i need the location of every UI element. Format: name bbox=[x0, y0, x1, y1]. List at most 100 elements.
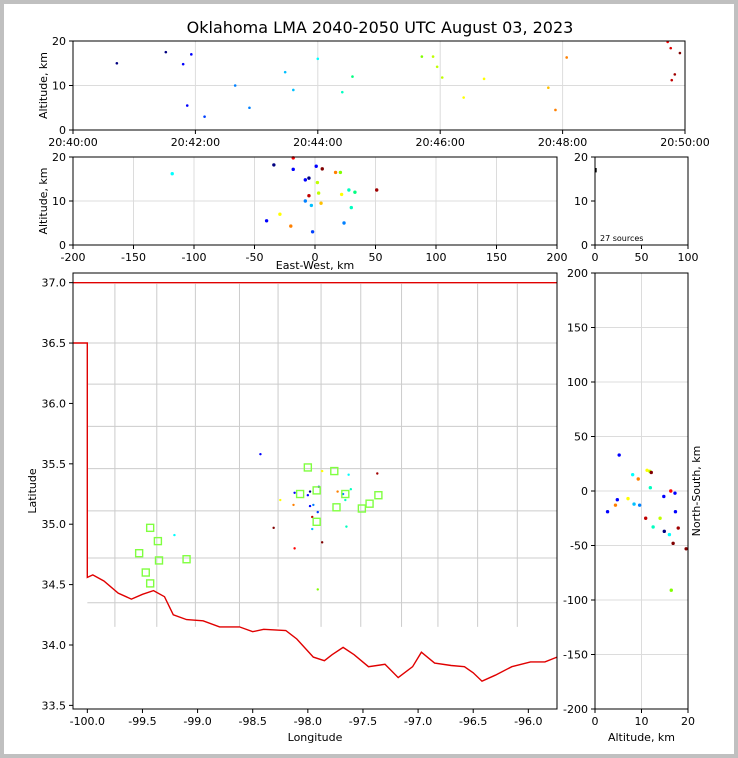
axes-frames bbox=[72, 40, 689, 710]
time-tick-label: 20:42:00 bbox=[171, 136, 220, 149]
histogram-y-tick-label: 10 bbox=[574, 195, 588, 208]
latitude-tick-label: 37.0 bbox=[42, 277, 67, 290]
lightning-source-point bbox=[314, 164, 318, 168]
north-south-ylabel: North-South, km bbox=[690, 446, 703, 537]
time-tick-label: 20:44:00 bbox=[293, 136, 342, 149]
latitude-tick-label: 33.5 bbox=[42, 699, 67, 712]
east-west-tick-label: -150 bbox=[121, 251, 146, 264]
lightning-source-point bbox=[347, 188, 351, 192]
lightning-source-point bbox=[462, 96, 465, 99]
lightning-source-point bbox=[307, 194, 311, 198]
lma-station-marker bbox=[295, 489, 305, 499]
lightning-source-point bbox=[316, 191, 321, 195]
time-tick-label: 20:48:00 bbox=[538, 136, 587, 149]
lightning-source-point bbox=[626, 496, 630, 501]
lightning-source-point bbox=[306, 494, 310, 497]
label-layer: 20:40:00 20:42:00 20:44:00 20:46:00 20:48:00… bbox=[26, 35, 710, 744]
east-west-tick-label: 50 bbox=[369, 251, 383, 264]
lma-station-marker bbox=[182, 555, 191, 564]
lightning-source-point bbox=[181, 62, 185, 66]
histogram-x-tick-label: 0 bbox=[592, 251, 599, 264]
lightning-source-point bbox=[547, 86, 550, 90]
lma-station-marker bbox=[134, 548, 144, 558]
lma-station-marker bbox=[312, 517, 321, 526]
lightning-source-point bbox=[293, 491, 296, 495]
lightning-source-point bbox=[316, 510, 319, 514]
histogram-axes bbox=[594, 156, 689, 246]
longitude-tick-label: -96.0 bbox=[514, 715, 542, 728]
east-west-tick-label: 100 bbox=[426, 251, 447, 264]
county-map bbox=[73, 282, 558, 683]
lightning-source-point bbox=[554, 108, 557, 112]
east-west-tick-label: 0 bbox=[312, 251, 319, 264]
time-altitude-ylabel: Altitude, km bbox=[37, 52, 50, 119]
tick-layer bbox=[69, 40, 689, 713]
lightning-source-point bbox=[340, 90, 344, 94]
lightning-source-point bbox=[345, 525, 348, 528]
histogram-y-tick-label: 0 bbox=[581, 239, 588, 252]
longitude-tick-label: -97.0 bbox=[404, 715, 432, 728]
histogram-x-tick-label: 100 bbox=[678, 251, 699, 264]
source-count-annotation: 27 sources bbox=[600, 234, 643, 243]
longitude-tick-label: -98.5 bbox=[238, 715, 266, 728]
lightning-source-point bbox=[293, 547, 296, 550]
lightning-source-point bbox=[662, 529, 666, 534]
lightning-source-point bbox=[342, 221, 346, 225]
lightning-source-point bbox=[319, 201, 323, 205]
time-tick-label: 20:50:00 bbox=[660, 136, 709, 149]
lightning-source-point bbox=[170, 172, 174, 176]
state-boundary-south bbox=[73, 342, 558, 683]
north-south-tick-label: -100 bbox=[563, 594, 588, 607]
lightning-source-point bbox=[673, 510, 678, 514]
altitude-tick-label: 10 bbox=[52, 195, 66, 208]
lightning-source-point bbox=[316, 588, 319, 591]
lightning-source-point bbox=[272, 163, 276, 167]
lma-station-marker bbox=[303, 463, 313, 472]
lightning-source-point bbox=[203, 115, 206, 118]
lightning-source-point bbox=[308, 504, 312, 508]
lightning-source-point bbox=[615, 498, 620, 502]
lightning-source-point bbox=[272, 526, 275, 530]
altitude-tick-label: 20 bbox=[52, 151, 66, 164]
lightning-source-point bbox=[303, 178, 308, 182]
north-south-tick-label: 50 bbox=[574, 431, 588, 444]
latitude-label: Latitude bbox=[26, 468, 39, 514]
lightning-source-point bbox=[339, 192, 344, 197]
latitude-tick-label: 34.0 bbox=[42, 639, 67, 652]
lightning-source-point bbox=[353, 190, 357, 194]
latitude-tick-label: 34.5 bbox=[42, 579, 67, 592]
lightning-source-point bbox=[248, 106, 251, 110]
histogram-x-tick-label: 50 bbox=[635, 251, 649, 264]
lightning-source-point bbox=[440, 76, 444, 79]
alt-x-tick-label: 10 bbox=[635, 715, 649, 728]
latitude-tick-label: 36.0 bbox=[42, 397, 67, 410]
histogram-y-tick-label: 20 bbox=[574, 151, 588, 164]
longitude-tick-label: -96.5 bbox=[459, 715, 487, 728]
figure-title: Oklahoma LMA 2040-2050 UTC August 03, 20… bbox=[187, 18, 574, 37]
east-west-tick-label: -50 bbox=[246, 251, 264, 264]
lightning-source-point bbox=[344, 498, 347, 502]
lightning-source-point bbox=[435, 65, 439, 69]
data-layer bbox=[115, 40, 688, 592]
longitude-tick-label: -99.0 bbox=[183, 715, 211, 728]
lightning-source-point bbox=[670, 78, 674, 82]
lma-figure: Oklahoma LMA 2040-2050 UTC August 03, 20… bbox=[26, 18, 710, 744]
lightning-source-point bbox=[658, 516, 662, 520]
lightning-source-point bbox=[336, 490, 339, 493]
lightning-source-point bbox=[347, 473, 350, 476]
lightning-source-point bbox=[164, 50, 168, 54]
lightning-source-point bbox=[307, 176, 311, 180]
altitude-tick-label: 20 bbox=[52, 35, 66, 48]
altitude-tick-label: 0 bbox=[59, 124, 66, 137]
lightning-source-point bbox=[667, 532, 672, 537]
lightning-source-point bbox=[278, 212, 282, 216]
lma-station-marker bbox=[374, 491, 383, 500]
lma-station-marker bbox=[154, 556, 164, 565]
lma-station-marker bbox=[145, 523, 155, 533]
lma-station-marker bbox=[312, 486, 321, 495]
lightning-source-point bbox=[676, 526, 680, 530]
lightning-source-point bbox=[115, 61, 119, 65]
lightning-source-point bbox=[630, 472, 635, 477]
longitude-tick-label: -98.0 bbox=[294, 715, 322, 728]
lightning-source-point bbox=[375, 188, 379, 192]
